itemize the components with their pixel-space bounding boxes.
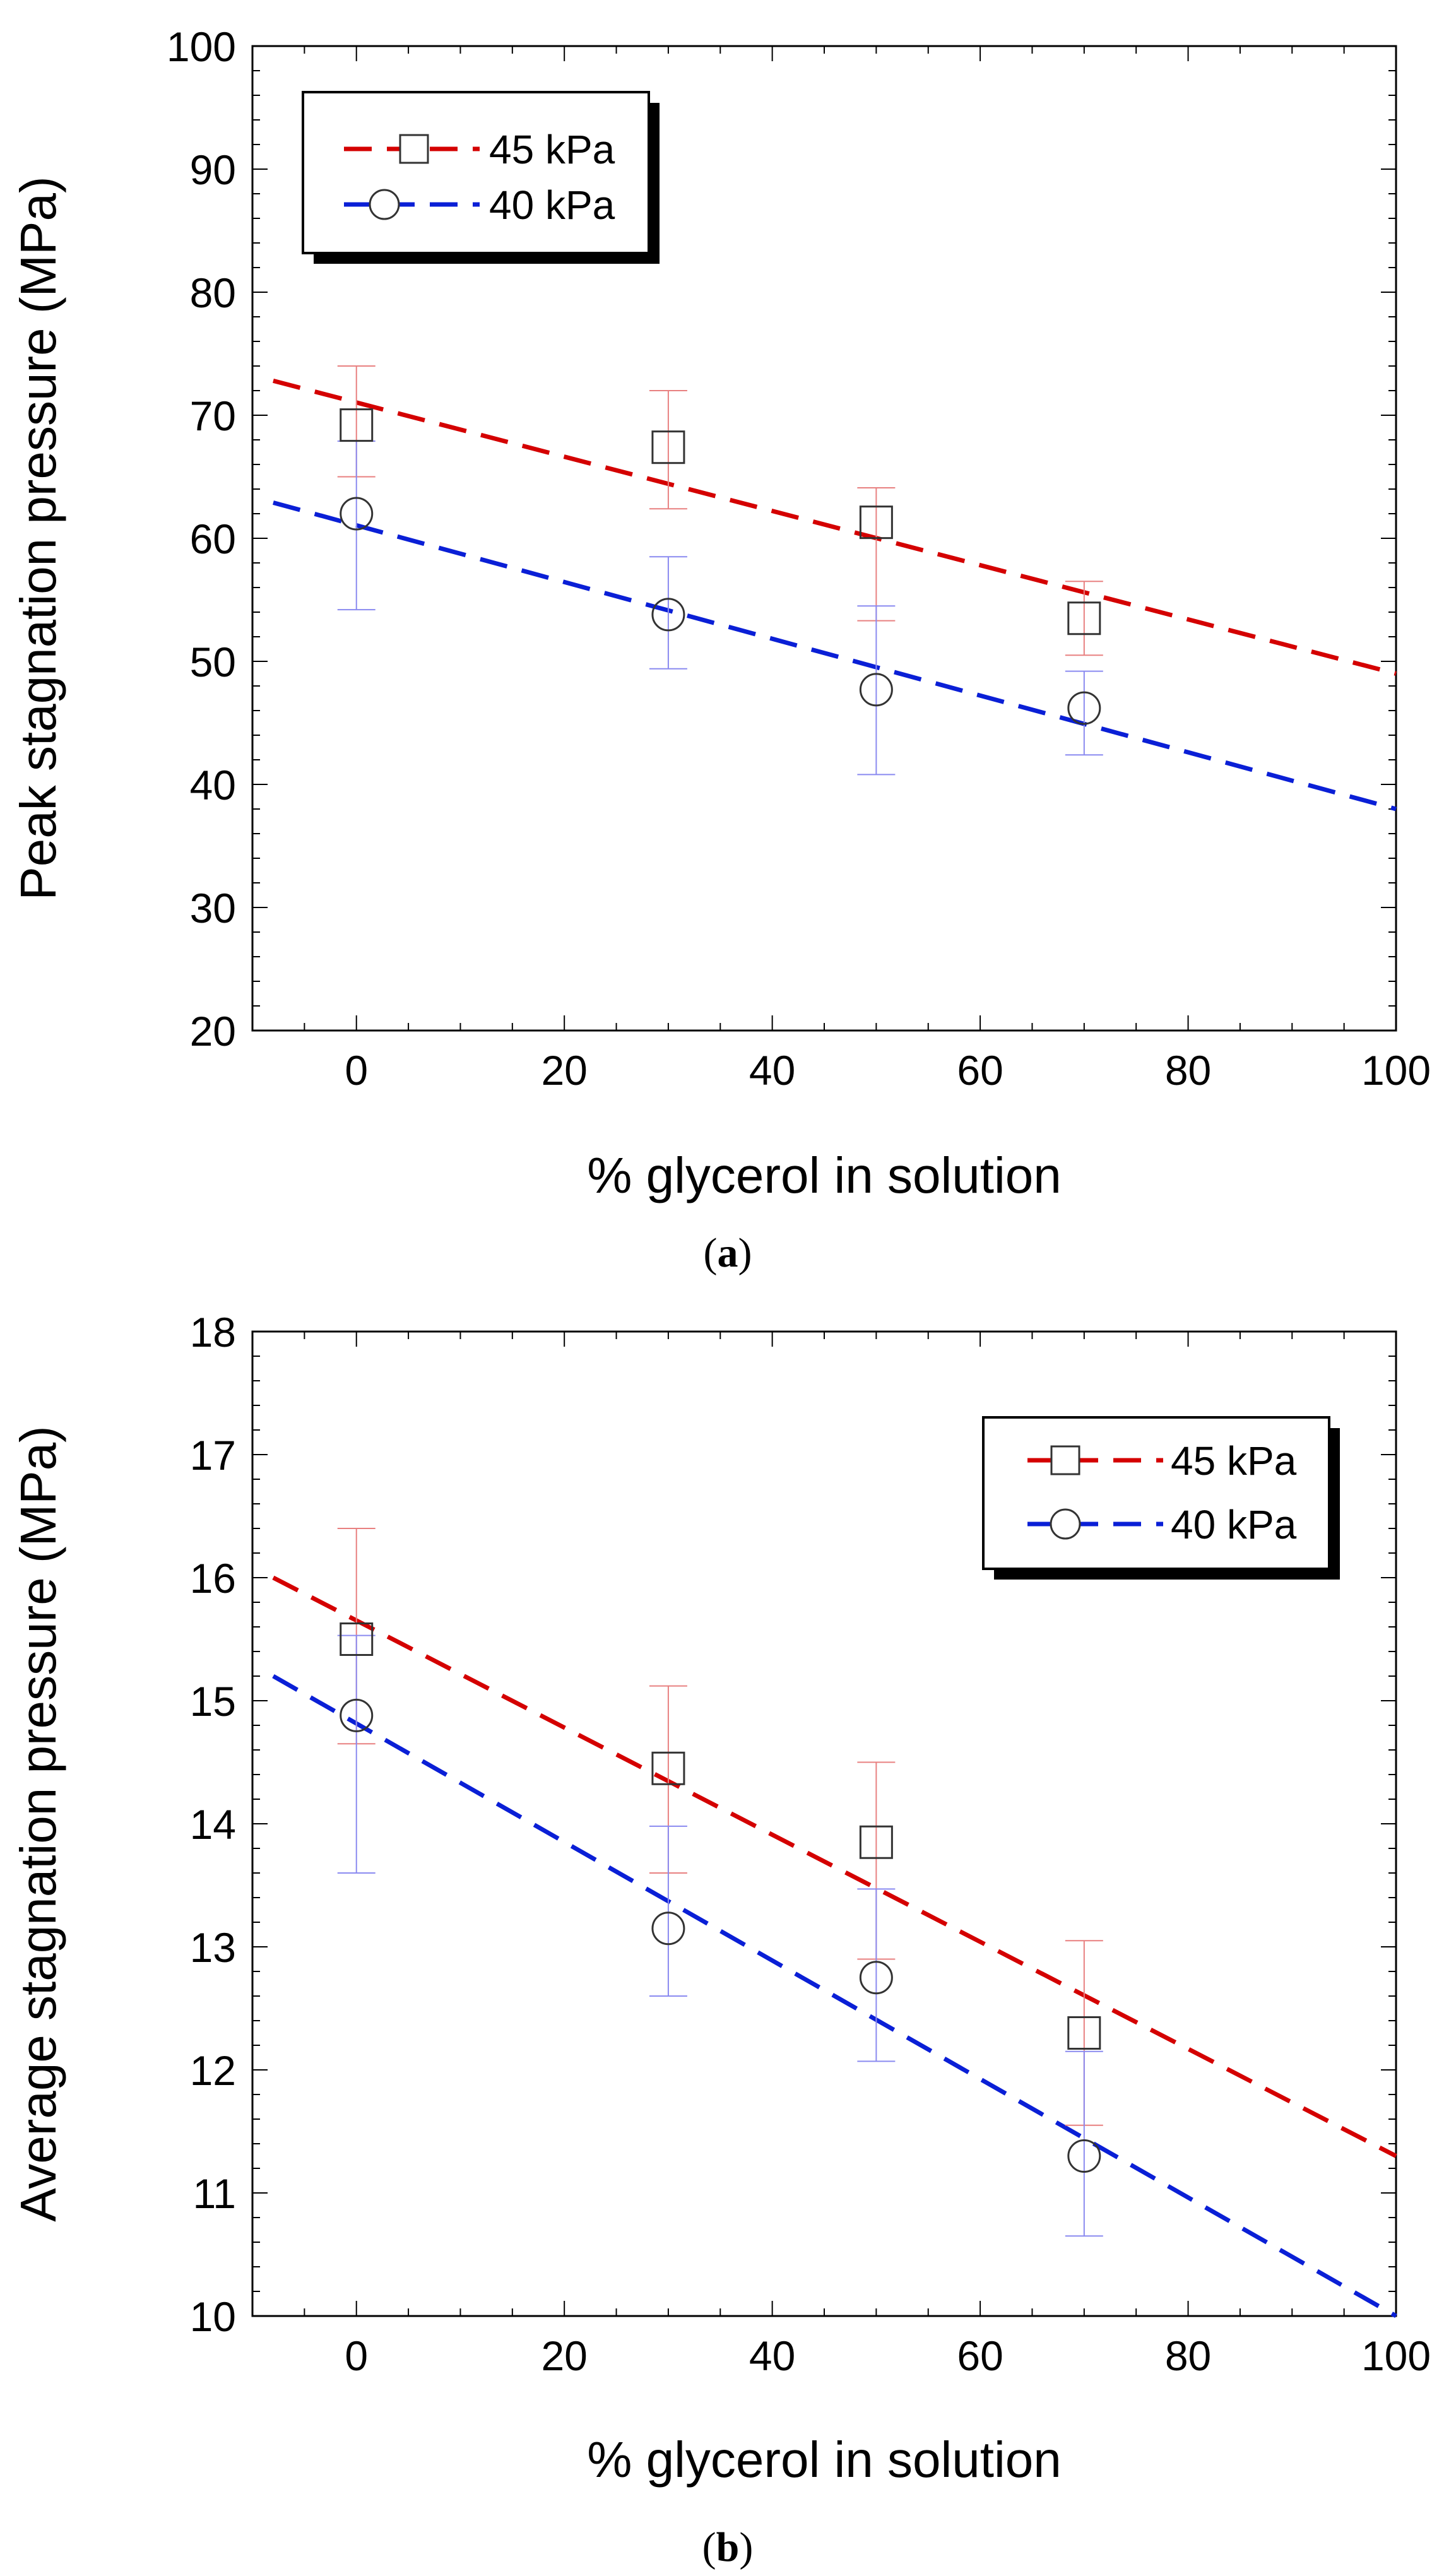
legend: 45 kPa 40 kPa bbox=[302, 91, 660, 264]
data-point-square-45kpa bbox=[651, 1751, 685, 1785]
y-tick-label: 16 bbox=[190, 1555, 236, 1602]
data-point-circle-40kpa bbox=[651, 598, 685, 632]
x-tick-label: 40 bbox=[749, 2332, 795, 2379]
x-tick-label: 100 bbox=[1361, 1047, 1431, 1094]
x-tick-label: 0 bbox=[345, 2332, 368, 2379]
x-tick-label: 80 bbox=[1165, 1047, 1211, 1094]
error-bars bbox=[337, 365, 1103, 776]
y-tick-label: 90 bbox=[190, 146, 236, 193]
caption-a: (a) bbox=[704, 1230, 752, 1276]
legend-box bbox=[982, 1416, 1330, 1570]
data-markers bbox=[340, 1622, 1101, 2173]
y-tick-label: 30 bbox=[190, 885, 236, 931]
panel-b: 0 20 40 60 80 100 10 11 12 13 14 15 16 1… bbox=[10, 1309, 1431, 2570]
y-tick-label: 15 bbox=[190, 1678, 236, 1725]
data-point-circle-40kpa bbox=[1067, 691, 1101, 725]
panel-a: 0 20 40 60 80 100 20 30 40 50 60 70 80 9… bbox=[10, 23, 1431, 1276]
data-point-circle-40kpa bbox=[859, 1961, 893, 1995]
y-axis-label: Peak stagnation pressure (MPa) bbox=[10, 176, 66, 900]
data-markers bbox=[340, 408, 1101, 725]
caption-b: (b) bbox=[702, 2524, 754, 2570]
caption-close: ) bbox=[739, 2524, 753, 2570]
x-tick-label: 80 bbox=[1165, 2332, 1211, 2379]
fit-lines bbox=[273, 379, 1397, 812]
fit-line-45kpa bbox=[273, 379, 1397, 676]
legend-box bbox=[302, 91, 650, 254]
y-tick-label: 20 bbox=[190, 1008, 236, 1055]
legend-marker-circle bbox=[1050, 1508, 1081, 1540]
data-point-circle-40kpa bbox=[1067, 2139, 1101, 2173]
legend-label-45kpa: 45 kPa bbox=[489, 127, 615, 172]
x-tick-label: 60 bbox=[957, 2332, 1003, 2379]
fit-lines bbox=[272, 1575, 1397, 2319]
legend-marker-circle bbox=[369, 189, 400, 220]
data-point-square-45kpa bbox=[859, 505, 893, 540]
caption-open: ( bbox=[702, 2524, 716, 2570]
y-axis-label: Average stagnation pressure (MPa) bbox=[10, 1426, 66, 2221]
legend-marker-square bbox=[1050, 1445, 1080, 1475]
axis-ticks bbox=[252, 1331, 1397, 2317]
x-tick-label: 40 bbox=[749, 1047, 795, 1094]
y-tick-label: 50 bbox=[190, 639, 236, 685]
axis-ticks bbox=[252, 45, 1397, 1031]
x-tick-label: 100 bbox=[1361, 2332, 1431, 2379]
data-point-square-45kpa bbox=[340, 408, 374, 442]
y-tick-label: 60 bbox=[190, 516, 236, 562]
fit-line-45kpa bbox=[272, 1575, 1397, 2158]
x-axis-label: % glycerol in solution bbox=[587, 2431, 1061, 2488]
y-tick-label: 10 bbox=[190, 2293, 236, 2340]
legend-label-40kpa: 40 kPa bbox=[489, 182, 615, 228]
y-tick-label: 17 bbox=[190, 1432, 236, 1479]
y-tick-label: 18 bbox=[190, 1309, 236, 1356]
data-point-circle-40kpa bbox=[340, 1698, 374, 1732]
x-tick-labels: 0 20 40 60 80 100 bbox=[345, 2332, 1431, 2379]
fit-line-40kpa bbox=[273, 500, 1397, 812]
y-tick-labels: 20 30 40 50 60 70 80 90 100 bbox=[167, 23, 236, 1055]
x-tick-label: 60 bbox=[957, 1047, 1003, 1094]
error-bars bbox=[337, 1528, 1103, 2237]
x-axis-label: % glycerol in solution bbox=[587, 1147, 1061, 1203]
caption-letter: a bbox=[718, 1230, 738, 1276]
legend-marker-square bbox=[399, 134, 429, 164]
data-point-square-45kpa bbox=[859, 1825, 893, 1859]
caption-letter: b bbox=[716, 2524, 740, 2570]
y-tick-label: 40 bbox=[190, 762, 236, 808]
y-tick-label: 11 bbox=[192, 2170, 236, 2217]
x-tick-label: 20 bbox=[541, 1047, 587, 1094]
y-tick-label: 80 bbox=[190, 269, 236, 316]
legend-label-45kpa: 45 kPa bbox=[1171, 1438, 1297, 1484]
data-point-square-45kpa bbox=[1067, 601, 1101, 635]
y-tick-labels: 10 11 12 13 14 15 16 17 18 bbox=[190, 1309, 236, 2340]
x-tick-label: 20 bbox=[541, 2332, 587, 2379]
y-tick-label: 13 bbox=[190, 1924, 236, 1971]
y-tick-label: 70 bbox=[190, 393, 236, 439]
y-tick-label: 12 bbox=[190, 2047, 236, 2094]
data-point-circle-40kpa bbox=[340, 497, 374, 531]
fit-line-40kpa bbox=[272, 1674, 1397, 2319]
data-point-square-45kpa bbox=[651, 430, 685, 464]
x-tick-label: 0 bbox=[345, 1047, 368, 1094]
data-point-square-45kpa bbox=[340, 1622, 374, 1656]
x-tick-labels: 0 20 40 60 80 100 bbox=[345, 1047, 1431, 1094]
caption-open: ( bbox=[704, 1230, 718, 1276]
data-point-square-45kpa bbox=[1067, 2016, 1101, 2050]
data-point-circle-40kpa bbox=[651, 1911, 685, 1946]
caption-close: ) bbox=[738, 1230, 752, 1276]
legend-label-40kpa: 40 kPa bbox=[1171, 1502, 1297, 1547]
data-point-circle-40kpa bbox=[859, 673, 893, 707]
legend: 45 kPa 40 kPa bbox=[982, 1416, 1340, 1580]
y-tick-label: 14 bbox=[190, 1801, 236, 1848]
y-tick-label: 100 bbox=[167, 23, 236, 70]
